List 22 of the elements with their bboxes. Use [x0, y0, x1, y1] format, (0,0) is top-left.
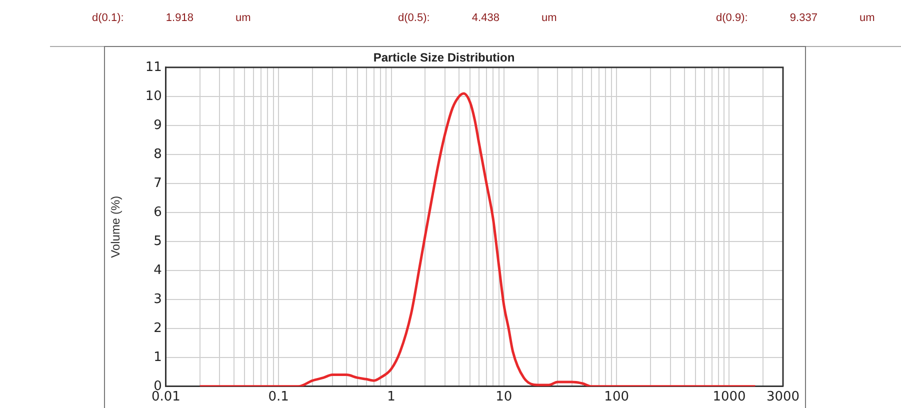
y-tick-label: 7 [154, 176, 162, 191]
x-tick-label: 3000 [766, 390, 800, 405]
text: d(0.9): 9.337 um [716, 12, 875, 24]
text: d(0.5): 4.438 um [398, 12, 557, 24]
x-tick-label: 1 [387, 390, 396, 405]
x-tick-label: 1000 [712, 390, 746, 405]
y-tick-label: 9 [154, 118, 162, 133]
x-tick-label: 0.1 [268, 390, 289, 405]
chart-title: Particle Size Distribution [373, 50, 515, 65]
y-tick-label: 6 [154, 204, 162, 220]
y-axis-title: Volume (%) [108, 196, 123, 258]
y-tick-label: 8 [154, 146, 162, 162]
y-tick-label: 2 [154, 320, 162, 336]
x-tick-label: 10 [496, 390, 512, 405]
y-tick-label: 4 [154, 262, 162, 278]
text: d(0.1): 1.918 um [92, 12, 251, 24]
y-tick-label: 1 [154, 350, 162, 365]
y-tick-label: 5 [154, 234, 162, 249]
y-tick-label: 10 [145, 88, 162, 104]
y-tick-label: 3 [154, 292, 162, 307]
x-tick-label: 100 [604, 390, 629, 405]
y-tick-label: 11 [145, 60, 162, 75]
